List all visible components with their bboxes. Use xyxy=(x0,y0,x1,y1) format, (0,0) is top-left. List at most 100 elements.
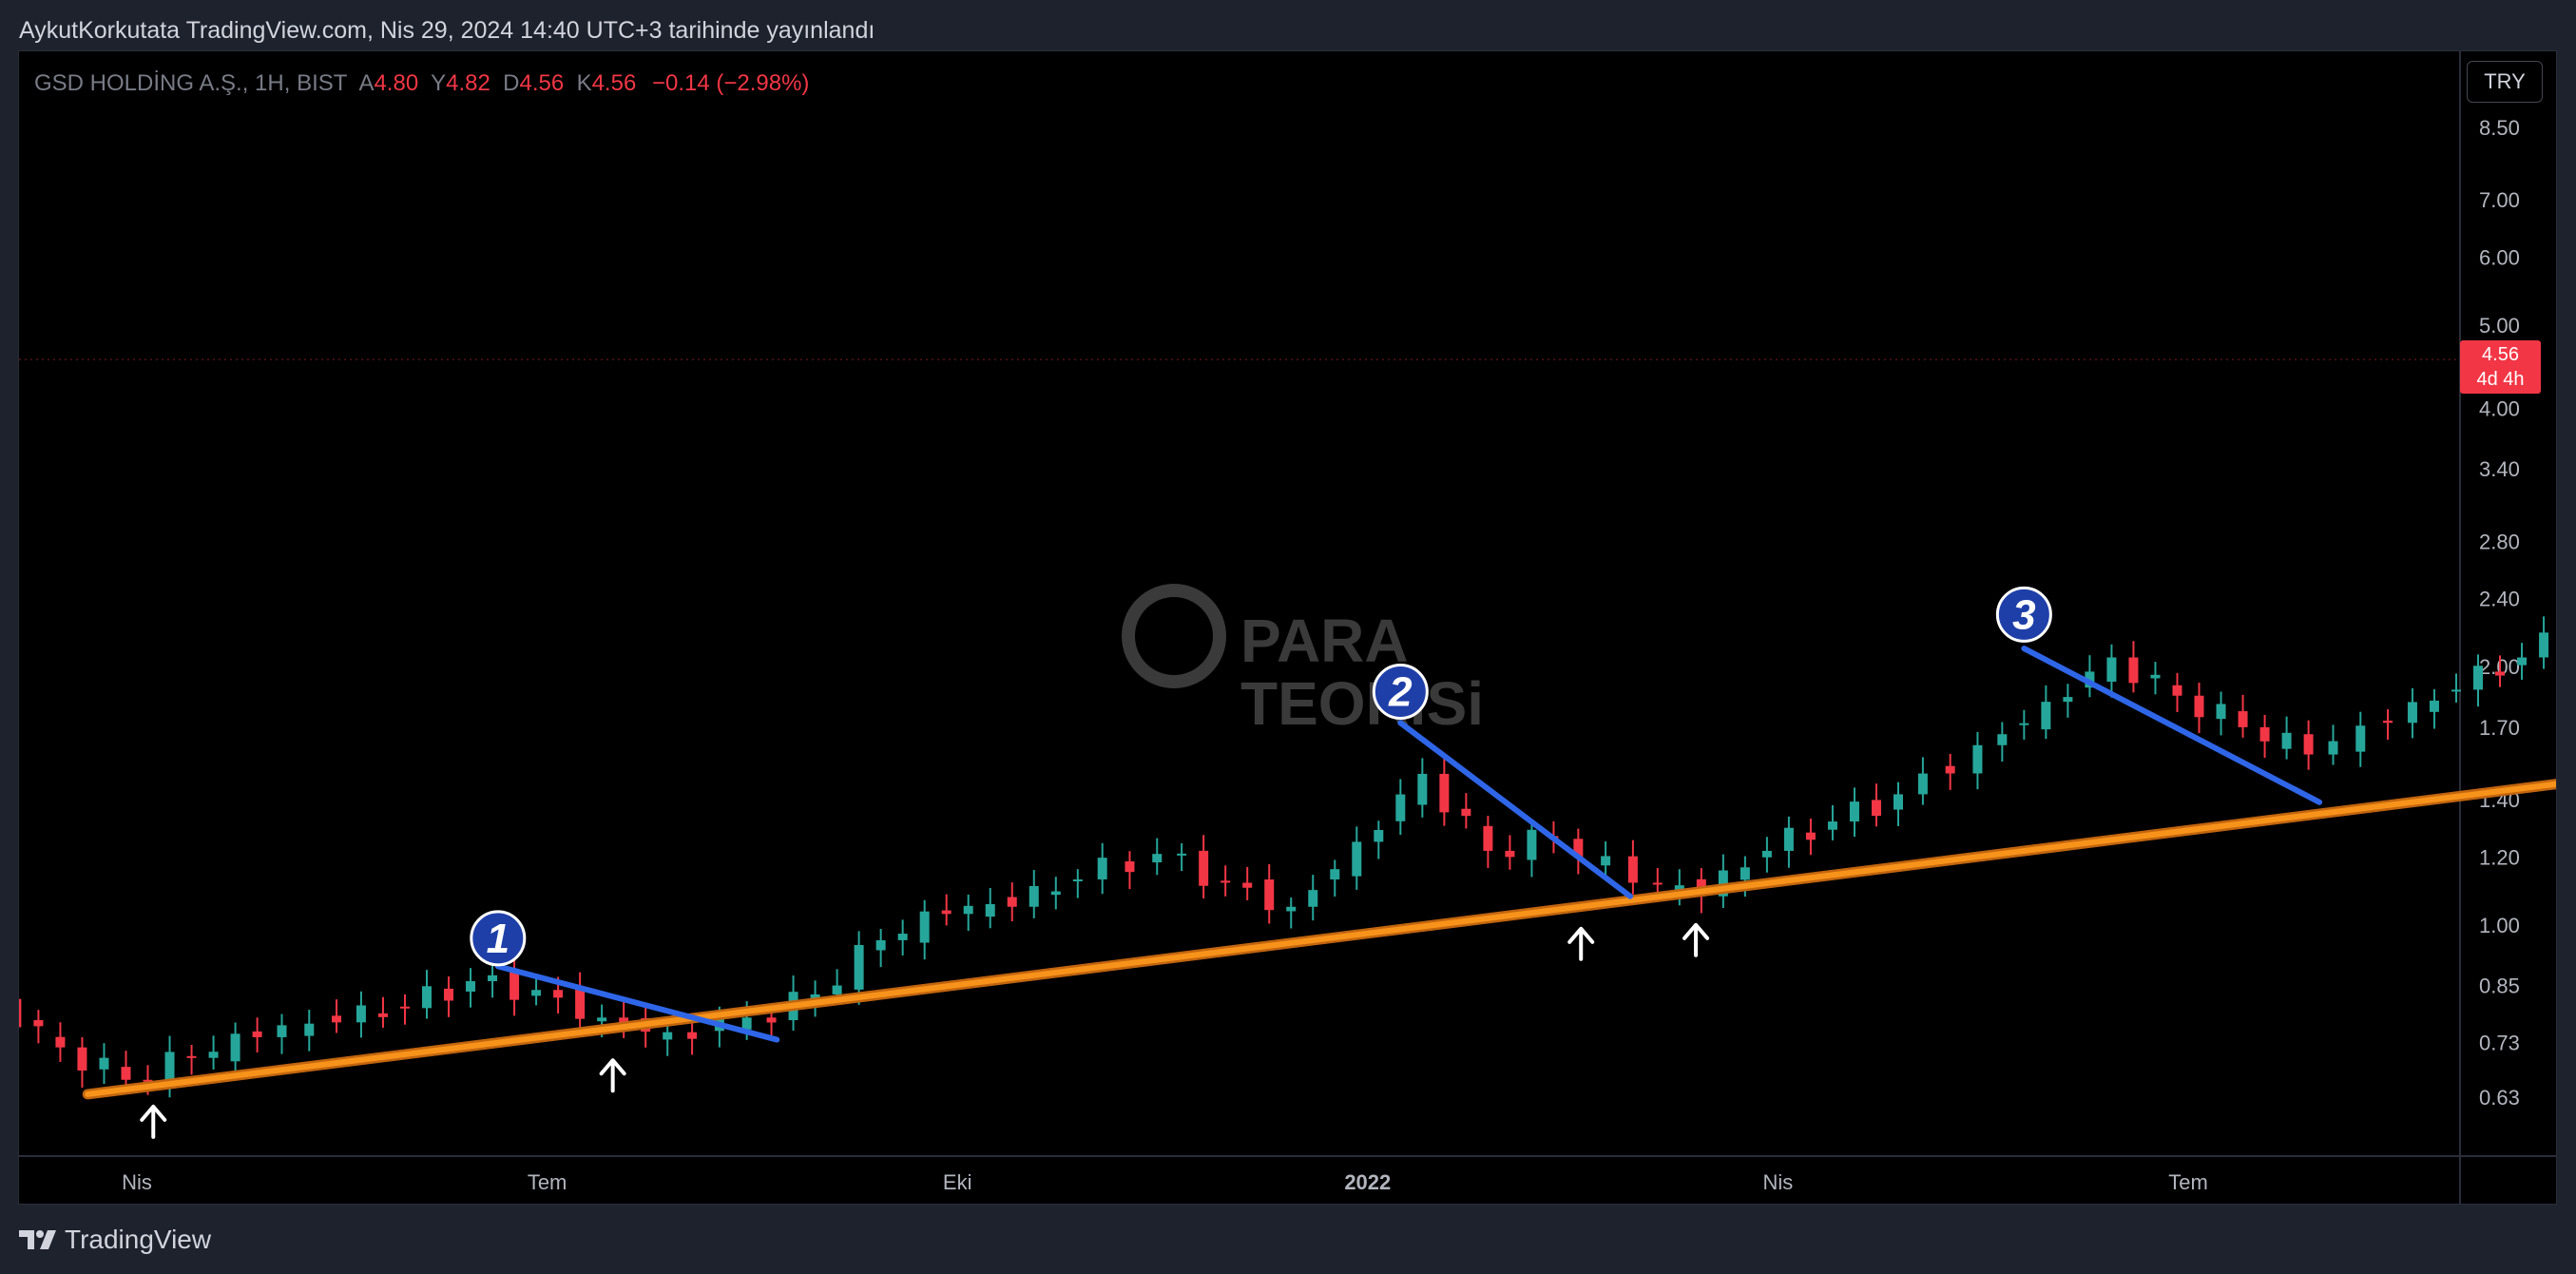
currency-button[interactable]: TRY xyxy=(2467,61,2543,103)
candle-body xyxy=(488,975,498,982)
candle-body xyxy=(1050,891,1061,896)
candle-body xyxy=(19,998,22,1028)
candle-body xyxy=(2128,657,2139,684)
candle-body xyxy=(1221,880,1231,883)
tradingview-logo[interactable]: TradingView xyxy=(19,1225,211,1255)
candle-body xyxy=(1395,794,1406,821)
candle-body xyxy=(1007,897,1017,907)
candle-body xyxy=(663,1032,673,1040)
wave-number: 1 xyxy=(487,916,509,962)
candle-body xyxy=(2106,657,2117,682)
candle-body xyxy=(553,990,564,998)
candle-body xyxy=(399,1006,410,1009)
candle-body xyxy=(444,988,454,1001)
publication-header: AykutKorkutata TradingView.com, Nis 29, … xyxy=(19,17,875,44)
price-tick-label: 5.00 xyxy=(2479,314,2520,338)
price-tick-label: 1.20 xyxy=(2479,845,2520,869)
watermark-line1: PARA xyxy=(1240,607,1409,675)
price-tick-label: 7.00 xyxy=(2479,188,2520,212)
open-label: A xyxy=(358,70,375,96)
candle-body xyxy=(2539,632,2549,658)
candle-body xyxy=(1627,856,1638,883)
candle-body xyxy=(99,1057,109,1070)
candle-body xyxy=(1374,829,1384,842)
candle-body xyxy=(2172,685,2182,696)
candle-body xyxy=(1199,850,1209,886)
candle-body xyxy=(1805,832,1816,840)
candle-body xyxy=(2355,725,2366,752)
candle-body xyxy=(1527,829,1537,860)
high-value: 4.82 xyxy=(446,70,490,96)
high-label: Y xyxy=(431,70,447,96)
candle-body xyxy=(2259,726,2270,742)
candle-body xyxy=(2303,734,2314,755)
watermark-line2: TEORiSi xyxy=(1240,669,1484,738)
resistance-trendline xyxy=(1397,720,1634,899)
candle-body xyxy=(2495,671,2506,676)
candle-body xyxy=(77,1047,87,1071)
candle-body xyxy=(121,1067,131,1080)
price-tick-label: 2.80 xyxy=(2479,530,2520,553)
wave-badge xyxy=(470,910,527,967)
change-value: −0.14 (−2.98%) xyxy=(651,70,810,96)
chart-pane[interactable]: PARA TEORiSi 8.50 7.00 6.00 5.00 4.00 3.40 2.80… xyxy=(18,50,2557,1205)
candle-body xyxy=(2238,711,2248,727)
candle-body xyxy=(2063,697,2073,703)
candle-body xyxy=(1505,850,1515,858)
candle-body xyxy=(509,971,520,1000)
wave-number: 2 xyxy=(1388,669,1413,716)
candle-body xyxy=(575,988,586,1019)
candle-body xyxy=(1871,800,1881,817)
time-tick-label: Tem xyxy=(2168,1170,2208,1194)
candle-body xyxy=(985,903,995,917)
candle-body xyxy=(164,1052,175,1087)
candle-body xyxy=(2216,704,2226,720)
time-tick-label: Tem xyxy=(528,1170,567,1194)
arrow-up-icon xyxy=(140,1104,167,1139)
arrow-up-icon xyxy=(599,1058,626,1093)
candle-body xyxy=(1601,856,1611,866)
candle-body xyxy=(33,1019,44,1027)
candle-body xyxy=(919,911,930,943)
candle-body xyxy=(2429,700,2439,712)
arrow-up-icon xyxy=(1567,926,1595,961)
candle-body xyxy=(2019,723,2029,725)
candle-body xyxy=(1997,734,2008,745)
candle-body xyxy=(1894,794,1904,810)
price-tick-label: 4.00 xyxy=(2479,396,2520,420)
symbol-name: GSD HOLDİNG A.Ş., 1H, BIST xyxy=(34,70,348,96)
candle-body xyxy=(252,1031,262,1037)
candle-body xyxy=(1177,853,1187,856)
price-tick-label: 0.73 xyxy=(2479,1031,2520,1054)
candle-body xyxy=(332,1015,342,1023)
price-tick-label: 1.00 xyxy=(2479,914,2520,937)
candle-body xyxy=(2472,666,2483,690)
candle-body xyxy=(2041,702,2051,730)
candle-body xyxy=(597,1017,607,1022)
candle-body xyxy=(1740,867,1750,880)
candle-body xyxy=(1849,801,1859,822)
last-price: 4.56 xyxy=(2482,344,2519,365)
candle-body xyxy=(1097,858,1107,879)
arrow-up-icon xyxy=(1682,922,1710,957)
low-label: D xyxy=(503,70,520,96)
last-price-badge: 4.56 4d 4h xyxy=(2460,340,2541,394)
candle-body xyxy=(1783,827,1794,851)
candle-body xyxy=(1352,841,1362,877)
candle-body xyxy=(1028,886,1039,907)
candle-body xyxy=(377,1013,388,1017)
candle-body xyxy=(1264,879,1275,911)
candle-body xyxy=(941,910,952,915)
candle-body xyxy=(2451,689,2461,692)
axes: 8.507.006.005.004.003.402.802.402.001.70… xyxy=(19,51,2556,1204)
candle-body xyxy=(1945,765,1955,774)
time-tick-label: Nis xyxy=(122,1170,152,1194)
candle-body xyxy=(1072,878,1083,881)
candle-body xyxy=(304,1023,315,1036)
candle-body xyxy=(1125,860,1135,873)
candle-body xyxy=(1308,890,1318,907)
price-tick-label: 3.40 xyxy=(2479,457,2520,481)
trendlines[interactable] xyxy=(82,248,2557,1100)
tradingview-brand: TradingView xyxy=(65,1225,212,1254)
